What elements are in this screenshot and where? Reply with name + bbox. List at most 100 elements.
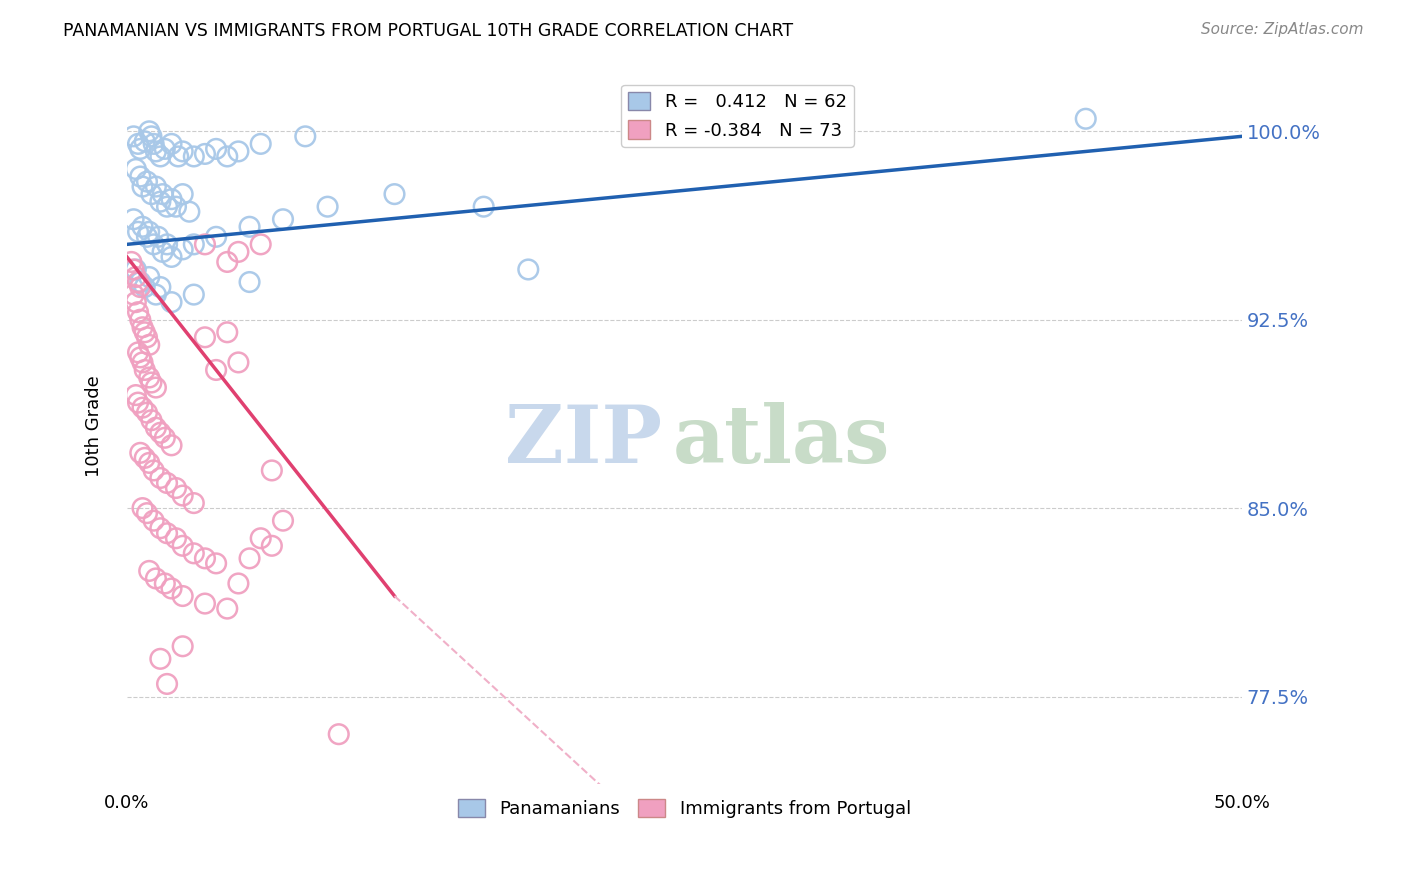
- Point: [153, 576, 176, 591]
- Point: [122, 212, 145, 227]
- Point: [183, 546, 205, 560]
- Point: [152, 187, 174, 202]
- Point: [149, 471, 172, 485]
- Point: [125, 388, 148, 402]
- Point: [172, 489, 194, 503]
- Point: [138, 338, 160, 352]
- Point: [131, 179, 153, 194]
- Point: [142, 463, 165, 477]
- Point: [122, 262, 145, 277]
- Text: ZIP: ZIP: [505, 401, 662, 480]
- Point: [217, 601, 239, 615]
- Point: [153, 142, 176, 156]
- Point: [129, 446, 152, 460]
- Point: [125, 161, 148, 176]
- Point: [183, 287, 205, 301]
- Point: [141, 129, 163, 144]
- Point: [142, 514, 165, 528]
- Point: [205, 363, 228, 377]
- Point: [149, 149, 172, 163]
- Point: [517, 262, 540, 277]
- Point: [183, 496, 205, 510]
- Point: [127, 225, 149, 239]
- Point: [127, 136, 149, 151]
- Point: [142, 237, 165, 252]
- Point: [328, 727, 350, 741]
- Point: [1074, 112, 1097, 126]
- Point: [172, 187, 194, 202]
- Point: [156, 475, 179, 490]
- Legend: Panamanians, Immigrants from Portugal: Panamanians, Immigrants from Portugal: [450, 792, 918, 825]
- Point: [136, 229, 159, 244]
- Point: [156, 677, 179, 691]
- Point: [145, 179, 167, 194]
- Point: [138, 270, 160, 285]
- Point: [145, 380, 167, 394]
- Point: [136, 175, 159, 189]
- Point: [179, 204, 201, 219]
- Point: [131, 401, 153, 415]
- Point: [138, 225, 160, 239]
- Point: [129, 280, 152, 294]
- Text: Source: ZipAtlas.com: Source: ZipAtlas.com: [1201, 22, 1364, 37]
- Point: [260, 463, 283, 477]
- Point: [125, 295, 148, 310]
- Point: [156, 237, 179, 252]
- Point: [131, 320, 153, 334]
- Point: [131, 501, 153, 516]
- Point: [136, 406, 159, 420]
- Point: [146, 229, 169, 244]
- Point: [141, 187, 163, 202]
- Point: [136, 506, 159, 520]
- Point: [160, 192, 183, 206]
- Text: atlas: atlas: [673, 401, 890, 480]
- Point: [167, 149, 190, 163]
- Point: [149, 425, 172, 440]
- Point: [172, 589, 194, 603]
- Point: [127, 395, 149, 409]
- Point: [134, 134, 156, 148]
- Point: [138, 370, 160, 384]
- Point: [316, 200, 339, 214]
- Point: [160, 438, 183, 452]
- Point: [228, 145, 250, 159]
- Point: [138, 124, 160, 138]
- Point: [260, 539, 283, 553]
- Point: [127, 345, 149, 359]
- Point: [129, 275, 152, 289]
- Point: [217, 255, 239, 269]
- Point: [194, 551, 217, 566]
- Point: [129, 351, 152, 365]
- Point: [129, 312, 152, 326]
- Point: [238, 275, 260, 289]
- Point: [141, 413, 163, 427]
- Point: [172, 243, 194, 257]
- Point: [271, 212, 294, 227]
- Point: [217, 326, 239, 340]
- Point: [183, 149, 205, 163]
- Point: [153, 431, 176, 445]
- Point: [136, 330, 159, 344]
- Point: [294, 129, 316, 144]
- Point: [149, 652, 172, 666]
- Point: [145, 571, 167, 585]
- Point: [271, 514, 294, 528]
- Point: [149, 521, 172, 535]
- Point: [141, 376, 163, 390]
- Point: [160, 136, 183, 151]
- Point: [228, 355, 250, 369]
- Point: [205, 557, 228, 571]
- Point: [122, 287, 145, 301]
- Point: [249, 136, 271, 151]
- Point: [134, 450, 156, 465]
- Point: [472, 200, 495, 214]
- Point: [165, 481, 187, 495]
- Point: [238, 219, 260, 234]
- Point: [134, 280, 156, 294]
- Point: [156, 526, 179, 541]
- Point: [156, 200, 179, 214]
- Point: [152, 244, 174, 259]
- Point: [149, 280, 172, 294]
- Point: [131, 355, 153, 369]
- Point: [194, 330, 217, 344]
